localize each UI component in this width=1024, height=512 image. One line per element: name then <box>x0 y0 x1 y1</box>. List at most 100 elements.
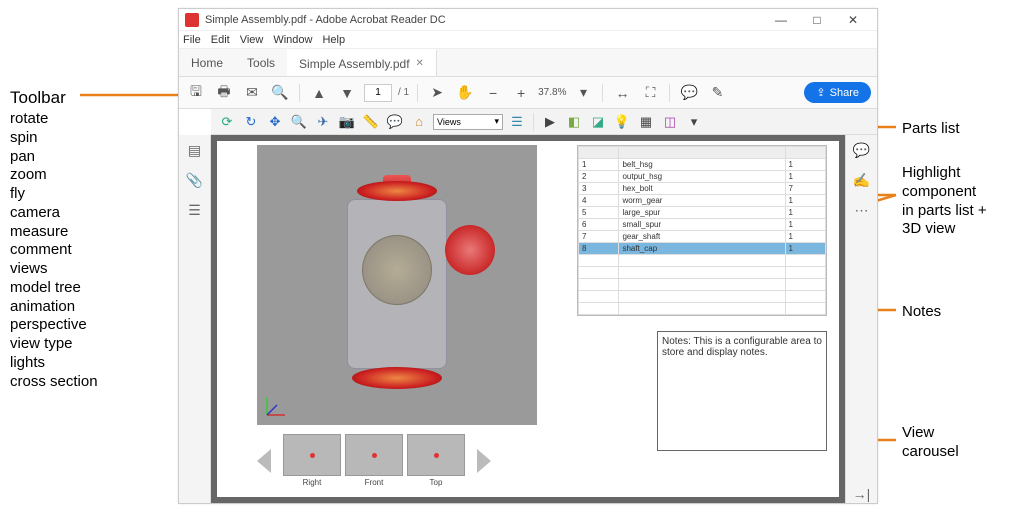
menu-view[interactable]: View <box>240 34 264 46</box>
tab-close-icon[interactable]: ✕ <box>416 58 424 69</box>
fly-icon[interactable]: ✈ <box>313 112 333 132</box>
tab-document-label: Simple Assembly.pdf <box>299 57 410 71</box>
close-button[interactable]: ✕ <box>835 10 871 30</box>
3d-toolbar: ⟳ ↻ ✥ 🔍 ✈ 📷 📏 💬 ⌂ Views▾ ☰ ▶ ◧ ◪ 💡 ▦ ◫ ▾ <box>211 109 877 135</box>
window-title: Simple Assembly.pdf - Adobe Acrobat Read… <box>205 14 763 26</box>
save-icon[interactable]: 🖫 <box>185 82 207 104</box>
thumbnails-icon[interactable]: ▤ <box>186 141 204 159</box>
table-row[interactable]: 4worm_gear1 <box>579 195 826 207</box>
annotation-parts-list: Parts list <box>902 120 960 137</box>
measure-icon[interactable]: 📏 <box>361 112 381 132</box>
spin-icon[interactable]: ↻ <box>241 112 261 132</box>
view-type-icon[interactable]: ◪ <box>588 112 608 132</box>
zoom-out-icon[interactable]: − <box>482 82 504 104</box>
sign-icon[interactable]: ✍ <box>853 171 871 189</box>
annotation-toolbar-item: fly <box>10 185 160 204</box>
annotation-toolbar-item: perspective <box>10 316 160 335</box>
fit-page-icon[interactable]: ⛶ <box>639 82 661 104</box>
annotation-toolbar-item: comment <box>10 241 160 260</box>
axes-gizmo <box>263 391 291 419</box>
comment3d-icon[interactable]: 💬 <box>385 112 405 132</box>
page-down-icon[interactable]: ▼ <box>336 82 358 104</box>
minimize-button[interactable]: — <box>763 10 799 30</box>
background-icon[interactable]: ▦ <box>636 112 656 132</box>
table-row[interactable]: 1belt_hsg1 <box>579 159 826 171</box>
collapse-rail-icon[interactable]: →| <box>853 485 871 503</box>
carousel-thumb[interactable]: Front <box>345 434 403 487</box>
menu-window[interactable]: Window <box>273 34 312 46</box>
attachments-icon[interactable]: 📎 <box>186 171 204 189</box>
3d-viewport[interactable] <box>257 145 537 425</box>
view-carousel: Right FrontTop <box>257 434 491 487</box>
tab-home[interactable]: Home <box>179 49 235 76</box>
table-row[interactable]: 6small_spur1 <box>579 219 826 231</box>
tab-tools[interactable]: Tools <box>235 49 287 76</box>
page-number-input[interactable] <box>364 84 392 102</box>
zoom-icon[interactable]: 🔍 <box>289 112 309 132</box>
more-tools-icon[interactable]: ⋯ <box>853 201 871 219</box>
annotation-notes: Notes <box>902 303 941 320</box>
table-row[interactable]: 2output_hsg1 <box>579 171 826 183</box>
carousel-next-button[interactable] <box>477 449 491 473</box>
mail-icon[interactable]: ✉ <box>241 82 263 104</box>
cross-section-icon[interactable]: ◫ <box>660 112 680 132</box>
chevron-down-icon[interactable]: ▾ <box>572 82 594 104</box>
table-row[interactable]: 5large_spur1 <box>579 207 826 219</box>
menu-edit[interactable]: Edit <box>211 34 230 46</box>
annotation-highlight: Highlightcomponentin parts list +3D view <box>902 164 1012 239</box>
share-icon: ⇪ <box>816 86 825 99</box>
thumb-label: Right <box>303 478 322 487</box>
dropdown-more-icon[interactable]: ▾ <box>684 112 704 132</box>
parts-list[interactable]: 1belt_hsg12output_hsg13hex_bolt74worm_ge… <box>577 145 827 316</box>
comment-icon[interactable]: 💬 <box>678 82 700 104</box>
menu-help[interactable]: Help <box>322 34 345 46</box>
print-icon[interactable]: 🖶 <box>213 82 235 104</box>
menubar: File Edit View Window Help <box>179 31 877 49</box>
page-up-icon[interactable]: ▲ <box>308 82 330 104</box>
fit-width-icon[interactable]: ↔ <box>611 82 633 104</box>
annotation-toolbar-item: zoom <box>10 166 160 185</box>
notes-box[interactable]: Notes: This is a configurable area to st… <box>657 331 827 451</box>
bookmarks-icon[interactable]: ☰ <box>186 201 204 219</box>
zoom-in-icon[interactable]: + <box>510 82 532 104</box>
model-tree-icon[interactable]: ☰ <box>507 112 527 132</box>
carousel-thumb[interactable]: Right <box>283 434 341 487</box>
animation-icon[interactable]: ▶ <box>540 112 560 132</box>
search-icon[interactable]: 🔍 <box>269 82 291 104</box>
tabbar: Home Tools Simple Assembly.pdf ✕ <box>179 49 877 77</box>
lights-icon[interactable]: 💡 <box>612 112 632 132</box>
share-button[interactable]: ⇪ Share <box>804 82 871 103</box>
views-label: Views <box>437 117 461 127</box>
comment-panel-icon[interactable]: 💬 <box>853 141 871 159</box>
carousel-prev-button[interactable] <box>257 449 271 473</box>
right-rail: 💬 ✍ ⋯ →| <box>845 135 877 503</box>
annotation-toolbar-item: rotate <box>10 110 160 129</box>
camera-icon[interactable]: 📷 <box>337 112 357 132</box>
home-icon[interactable]: ⌂ <box>409 112 429 132</box>
zoom-level[interactable]: 37.8% <box>538 87 566 98</box>
page-total: / 1 <box>398 87 409 98</box>
highlight-icon[interactable]: ✎ <box>706 82 728 104</box>
views-dropdown[interactable]: Views▾ <box>433 114 503 130</box>
perspective-icon[interactable]: ◧ <box>564 112 584 132</box>
menu-file[interactable]: File <box>183 34 201 46</box>
table-row[interactable]: 3hex_bolt7 <box>579 183 826 195</box>
titlebar: Simple Assembly.pdf - Adobe Acrobat Read… <box>179 9 877 31</box>
annotation-toolbar-title: Toolbar <box>10 88 160 108</box>
annotation-toolbar-item: view type <box>10 335 160 354</box>
rotate-icon[interactable]: ⟳ <box>217 112 237 132</box>
app-icon <box>185 13 199 27</box>
annotation-toolbar-item: cross section <box>10 373 160 392</box>
table-row[interactable]: 8shaft_cap1 <box>579 243 826 255</box>
pan-icon[interactable]: ✥ <box>265 112 285 132</box>
tab-document[interactable]: Simple Assembly.pdf ✕ <box>287 49 437 76</box>
annotation-toolbar-item: spin <box>10 129 160 148</box>
annotation-carousel: Viewcarousel <box>902 424 1002 462</box>
carousel-thumb[interactable]: Top <box>407 434 465 487</box>
annotation-toolbar-item: lights <box>10 354 160 373</box>
hand-icon[interactable]: ✋ <box>454 82 476 104</box>
main-toolbar: 🖫 🖶 ✉ 🔍 ▲ ▼ / 1 ➤ ✋ − + 37.8% ▾ ↔ ⛶ 💬 ✎ … <box>179 77 877 109</box>
table-row[interactable]: 7gear_shaft1 <box>579 231 826 243</box>
pointer-icon[interactable]: ➤ <box>426 82 448 104</box>
maximize-button[interactable]: □ <box>799 10 835 30</box>
